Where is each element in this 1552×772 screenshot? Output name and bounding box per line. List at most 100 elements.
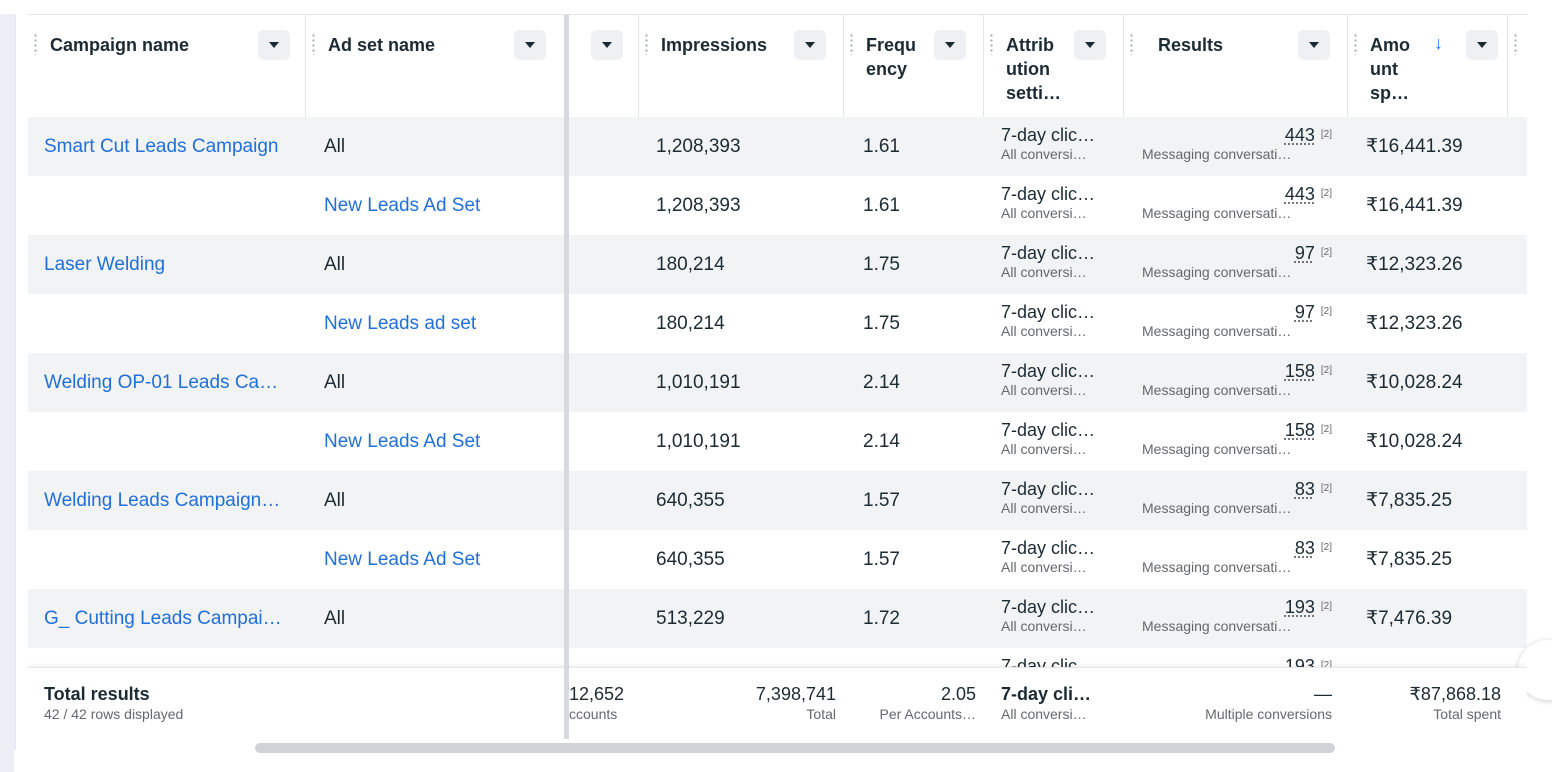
totals-label-cell: Total results 42 / 42 rows displayed	[44, 683, 183, 723]
column-menu-button[interactable]	[514, 30, 546, 60]
totals-reach-value: 12,652	[569, 683, 624, 705]
ad-set-name-cell[interactable]: New Leads Ad Set	[324, 176, 554, 235]
col-amount-spent[interactable]: Amo unt sp… ↓	[1348, 15, 1508, 117]
drag-handle-icon[interactable]	[990, 33, 993, 55]
ad-set-name-cell: All	[324, 353, 554, 412]
col-ad-set-name[interactable]: Ad set name	[306, 15, 564, 117]
results-type: Messaging conversati…	[1140, 500, 1332, 517]
attribution-cell: 7-day clic… All conversi…	[1001, 242, 1095, 281]
campaign-name-link[interactable]: G_ Cutting Leads Campai…	[44, 589, 300, 648]
campaign-name-link[interactable]	[44, 294, 300, 353]
drag-handle-icon[interactable]	[1514, 33, 1517, 55]
totals-results: — Multiple conversions	[1205, 683, 1332, 723]
table-row[interactable]: Welding Leads Campaign… All 640,355 1.57 7-d…	[28, 471, 1527, 530]
drag-handle-icon[interactable]	[1130, 33, 1133, 55]
results-type: Messaging conversati…	[1140, 618, 1332, 635]
sort-descending-icon[interactable]: ↓	[1434, 33, 1443, 54]
ad-set-name-cell: All	[324, 589, 554, 648]
totals-row: Total results 42 / 42 rows displayed 12,…	[28, 667, 1527, 739]
campaign-name-link[interactable]: Welding Leads Campaign…	[44, 471, 300, 530]
table-row[interactable]: Laser Welding All 180,214 1.75 7-day clic… Al…	[28, 235, 1527, 294]
table-row[interactable]: Welding OP-01 Leads Ca… All 1,010,191 2.14 7…	[28, 353, 1527, 412]
horizontal-scrollbar[interactable]	[255, 743, 1335, 753]
impressions-cell: 180,214	[656, 294, 836, 353]
col-campaign-name[interactable]: Campaign name	[28, 15, 306, 117]
results-value[interactable]: 443	[1285, 184, 1315, 204]
col-label: Ad set name	[328, 33, 435, 57]
impressions-cell: 1,010,191	[656, 353, 836, 412]
column-menu-button[interactable]	[1298, 30, 1330, 60]
frequency-cell: 1.61	[863, 176, 973, 235]
column-menu-button[interactable]	[794, 30, 826, 60]
totals-impressions: 7,398,741 Total	[756, 683, 836, 723]
amount-spent-cell: ₹12,323.26	[1366, 235, 1516, 294]
table-row[interactable]: G_ Cutting Leads Campai… All 513,229 1.72 7-…	[28, 589, 1527, 648]
col-impressions[interactable]: Impressions	[639, 15, 844, 117]
frozen-column-divider[interactable]	[564, 15, 569, 739]
amount-spent-cell: ₹10,028.24	[1366, 412, 1516, 471]
attribution-type: All conversi…	[1001, 500, 1095, 517]
ad-set-name-cell[interactable]: New Leads Ad Set	[324, 530, 554, 589]
col-label: Campaign name	[50, 33, 189, 57]
left-edge-accent	[14, 14, 16, 750]
results-value[interactable]: 443	[1285, 125, 1315, 145]
results-value[interactable]: 158	[1285, 420, 1315, 440]
totals-label: Total results	[44, 683, 183, 705]
results-type: Messaging conversati…	[1140, 323, 1332, 340]
column-menu-button[interactable]	[934, 30, 966, 60]
totals-amount-sub: Total spent	[1409, 705, 1501, 723]
col-label: Amo unt sp…	[1370, 33, 1410, 105]
results-value[interactable]: 158	[1285, 361, 1315, 381]
col-label: Attrib ution setti…	[1006, 33, 1061, 105]
totals-attribution: 7-day cli… All conversi…	[1001, 683, 1091, 723]
column-menu-button[interactable]	[591, 30, 623, 60]
totals-frequency-sub: Per Accounts…	[880, 705, 977, 723]
amount-spent-cell: ₹12,323.26	[1366, 294, 1516, 353]
ad-set-name-cell[interactable]: New Leads ad set	[324, 294, 554, 353]
totals-frequency-value: 2.05	[880, 683, 977, 705]
drag-handle-icon[interactable]	[312, 33, 315, 55]
results-value[interactable]: 83	[1295, 538, 1315, 558]
campaign-name-link[interactable]	[44, 530, 300, 589]
attribution-type: All conversi…	[1001, 441, 1095, 458]
amount-spent-cell: ₹7,476.39	[1366, 589, 1516, 648]
campaign-name-link[interactable]: Laser Welding	[44, 235, 300, 294]
attribution-window: 7-day clic…	[1001, 596, 1095, 618]
totals-amount-value: ₹87,868.18	[1409, 683, 1501, 705]
table-row[interactable]: New Leads Ad Set 1,010,191 2.14 7-day clic……	[28, 412, 1527, 471]
table-row[interactable]: New Leads Ad Set 1,208,393 1.61 7-day clic……	[28, 176, 1527, 235]
impressions-cell: 513,229	[656, 589, 836, 648]
results-value[interactable]: 83	[1295, 479, 1315, 499]
attribution-window: 7-day clic…	[1001, 183, 1095, 205]
col-results[interactable]: Results	[1124, 15, 1348, 117]
col-frequency[interactable]: Frequ ency	[844, 15, 984, 117]
table-row[interactable]: New Leads ad set 180,214 1.75 7-day clic… Al…	[28, 294, 1527, 353]
drag-handle-icon[interactable]	[645, 33, 648, 55]
results-cell: 193 [2] Messaging conversati…	[1140, 596, 1332, 635]
ad-set-name-cell[interactable]: New Leads Ad Set	[324, 412, 554, 471]
campaign-name-link[interactable]: Smart Cut Leads Campaign	[44, 117, 300, 176]
drag-handle-icon[interactable]	[850, 33, 853, 55]
table-row[interactable]: New Leads Ad Set 640,355 1.57 7-day clic… Al…	[28, 530, 1527, 589]
drag-handle-icon[interactable]	[1354, 33, 1357, 55]
amount-spent-cell: ₹10,028.24	[1366, 353, 1516, 412]
drag-handle-icon[interactable]	[34, 33, 37, 55]
results-value[interactable]: 97	[1295, 302, 1315, 322]
column-menu-button[interactable]	[1074, 30, 1106, 60]
campaign-name-link[interactable]: Welding OP-01 Leads Ca…	[44, 353, 300, 412]
attribution-window: 7-day clic…	[1001, 124, 1095, 146]
table-header: Campaign name Ad set name Impressions Fr…	[28, 15, 1527, 118]
totals-attribution-value: 7-day cli…	[1001, 683, 1091, 705]
column-menu-button[interactable]	[258, 30, 290, 60]
table-row[interactable]: Smart Cut Leads Campaign All 1,208,393 1.61…	[28, 117, 1527, 176]
campaign-name-link[interactable]	[44, 176, 300, 235]
column-menu-button[interactable]	[1466, 30, 1498, 60]
results-value[interactable]: 97	[1295, 243, 1315, 263]
campaign-name-link[interactable]	[44, 412, 300, 471]
attribution-window: 7-day clic…	[1001, 242, 1095, 264]
results-value[interactable]: 193	[1285, 597, 1315, 617]
col-attribution[interactable]: Attrib ution setti…	[984, 15, 1124, 117]
col-reach[interactable]	[569, 15, 639, 117]
impressions-cell: 1,010,191	[656, 412, 836, 471]
results-footnote: [2]	[1321, 542, 1332, 553]
